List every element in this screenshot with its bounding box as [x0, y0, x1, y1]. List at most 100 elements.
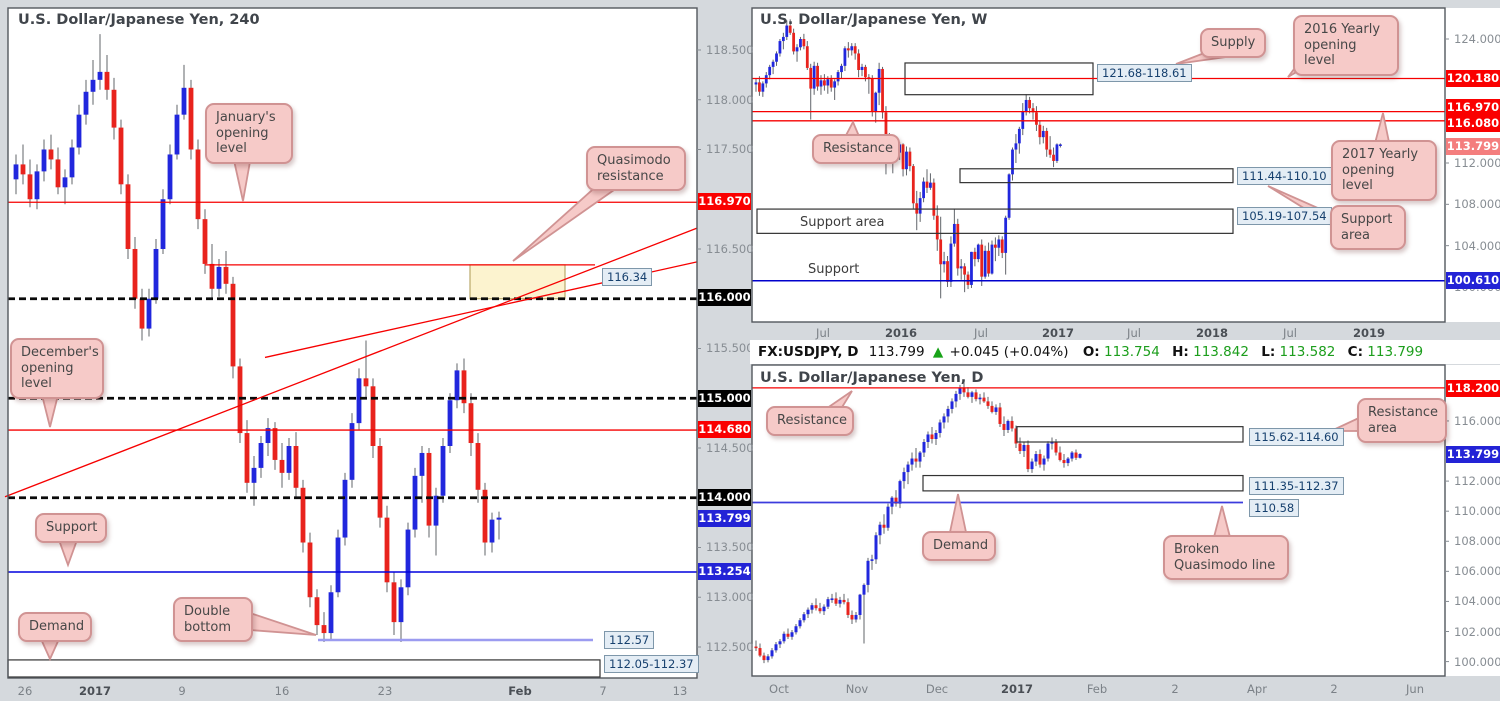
callout-demand-text: Demand [29, 619, 85, 634]
axis-tick-104.000: 104.000 [1454, 594, 1500, 609]
axis-tick-117.500: 117.500 [706, 142, 754, 157]
price-label-116.970-240: 116.970 [698, 192, 751, 210]
zone-label-115.62-114.60: 115.62-114.60 [1249, 428, 1344, 446]
zone-label-112.05-112.37: 112.05-112.37 [604, 655, 699, 673]
x-axis-label-13-240: 13 [672, 684, 688, 698]
callout-januarys-opening-level[interactable]: January's opening level [205, 103, 293, 164]
axis-tick-114.500: 114.500 [706, 440, 754, 455]
plot-area-daily[interactable] [752, 365, 1445, 676]
price-label-114.000-240: 114.000 [698, 488, 751, 506]
support-zone-2[interactable] [756, 208, 1234, 234]
zone-label-121.68-118.61: 121.68-118.61 [1097, 64, 1192, 82]
x-axis-label-jul-weekly: Jul [1127, 326, 1141, 340]
resistance-area-zone[interactable] [1016, 426, 1244, 443]
ticker-open-value: 113.754 [1103, 344, 1160, 360]
axis-tick-116.500: 116.500 [706, 241, 754, 256]
callout-2017-yearly-opening-level[interactable]: 2017 Yearly opening level [1331, 140, 1437, 201]
callout-quasimodo-resistance-text: Quasimodo [597, 153, 671, 168]
callout-januarys-opening-level-text: January's [216, 110, 276, 125]
callout-2017-yearly-opening-level-text: opening level [1342, 162, 1395, 194]
x-axis-label-2-daily: 2 [1330, 682, 1338, 696]
axis-tick-113.000: 113.000 [706, 590, 754, 605]
price-label-118.200-daily: 118.200 [1446, 379, 1500, 397]
callout-demand[interactable]: Demand [18, 612, 92, 642]
support-zone-1[interactable] [959, 168, 1234, 184]
callout-quasimodo-resistance-text: resistance [597, 168, 664, 184]
callout-demand-daily[interactable]: Demand [922, 531, 996, 561]
callout-januarys-opening-level-text: opening [216, 125, 269, 141]
zone-label-110.58: 110.58 [1249, 499, 1300, 517]
x-axis-label-2019-weekly: 2019 [1352, 326, 1386, 340]
callout-resistance-daily[interactable]: Resistance [766, 406, 854, 436]
x-axis-label-9-240: 9 [178, 684, 186, 698]
ticker-open-label: O: [1082, 344, 1100, 360]
callout-quasimodo-resistance[interactable]: Quasimodo resistance [586, 146, 686, 191]
callout-support-area-text: area [1341, 227, 1370, 243]
axis-tick-118.000: 118.000 [706, 92, 754, 107]
x-axis-label-16-240: 16 [274, 684, 290, 698]
axis-tick-115.500: 115.500 [706, 341, 754, 356]
axis-tick-116.000: 116.000 [1454, 413, 1500, 428]
x-axis-label-2-daily: 2 [1171, 682, 1179, 696]
axis-tick-104.000: 104.000 [1454, 238, 1500, 253]
callout-decembers-opening-level-text: opening [21, 360, 74, 376]
callout-double-bottom-text: bottom [184, 619, 232, 635]
callout-januarys-opening-level-text: level [216, 141, 247, 156]
callout-resistance-weekly-text: Resistance [823, 141, 894, 156]
callout-broken-quasimodo-line[interactable]: Broken Quasimodo line [1163, 535, 1289, 580]
callout-supply-text: Supply [1211, 35, 1256, 50]
callout-resistance-daily-text: Resistance [777, 413, 848, 428]
callout-supply[interactable]: Supply [1200, 28, 1266, 58]
zone-label-105.19-107.54: 105.19-107.54 [1237, 207, 1332, 225]
callout-demand-daily-text: Demand [933, 538, 989, 553]
callout-resistance-area-text: Resistance [1368, 405, 1439, 420]
x-axis-label-2017-weekly: 2017 [1041, 326, 1075, 340]
trend-line-1[interactable] [4, 227, 698, 498]
plot-area-240[interactable] [8, 8, 697, 678]
x-axis-label-apr-daily: Apr [1247, 682, 1267, 696]
price-label-116.080-weekly: 116.080 [1446, 114, 1500, 132]
axis-tick-108.000: 108.000 [1454, 197, 1500, 212]
axis-tick-124.000: 124.000 [1454, 31, 1500, 46]
ticker-bar: FX:USDJPY, D 113.799 ▲ +0.045 (+0.04%) O… [750, 340, 1500, 364]
ticker-change: +0.045 (+0.04%) [949, 344, 1069, 360]
callout-resistance-weekly[interactable]: Resistance [812, 134, 900, 164]
callout-support-area[interactable]: Support area [1330, 205, 1406, 250]
callout-support[interactable]: Support [35, 513, 107, 543]
callout-resistance-area[interactable]: Resistance area [1357, 398, 1447, 443]
callout-2016-yearly-opening-level[interactable]: 2016 Yearly opening level [1293, 15, 1399, 76]
axis-tick-112.000: 112.000 [1454, 155, 1500, 170]
price-label-120.180-weekly: 120.180 [1446, 69, 1500, 87]
ticker-high-label: H: [1172, 344, 1189, 360]
x-axis-label-2016-weekly: 2016 [884, 326, 918, 340]
callout-broken-quasimodo-line-text: Broken [1174, 542, 1220, 557]
candles-240 [13, 34, 502, 643]
callout-decembers-opening-level[interactable]: December's opening level [10, 338, 104, 399]
x-axis-label-23-240: 23 [377, 684, 393, 698]
callout-2017-yearly-opening-level-text: 2017 Yearly [1342, 147, 1419, 162]
ticker-high-value: 113.842 [1193, 344, 1249, 360]
ticker-low-value: 113.582 [1279, 344, 1336, 360]
demand-zone-daily[interactable] [922, 474, 1244, 492]
x-axis-label-26-240: 26 [17, 684, 33, 698]
zone-label-112.57: 112.57 [604, 631, 655, 649]
plot-border-weekly [751, 7, 1446, 323]
x-axis-label-7-240: 7 [599, 684, 607, 698]
x-axis-label-2018-weekly: 2018 [1195, 326, 1229, 340]
axis-tick-113.500: 113.500 [706, 540, 754, 555]
chart-title-weekly: U.S. Dollar/Japanese Yen, W [760, 12, 988, 28]
x-axis-label-dec-daily: Dec [925, 682, 949, 696]
axis-tick-110.000: 110.000 [1454, 504, 1500, 519]
callout-double-bottom[interactable]: Double bottom [173, 597, 253, 642]
price-label-113.799-daily: 113.799 [1446, 445, 1500, 463]
quasimodo-zone-fill [470, 264, 565, 299]
callout-support-text: Support [46, 520, 98, 535]
axis-tick-112.500: 112.500 [706, 639, 754, 654]
ticker-symbol: FX:USDJPY, D [758, 344, 859, 360]
callout-double-bottom-text: Double [184, 604, 231, 619]
ticker-low-label: L: [1261, 344, 1276, 360]
callout-resistance-area-text: area [1368, 420, 1397, 436]
x-axis-label-jul-weekly: Jul [1283, 326, 1297, 340]
